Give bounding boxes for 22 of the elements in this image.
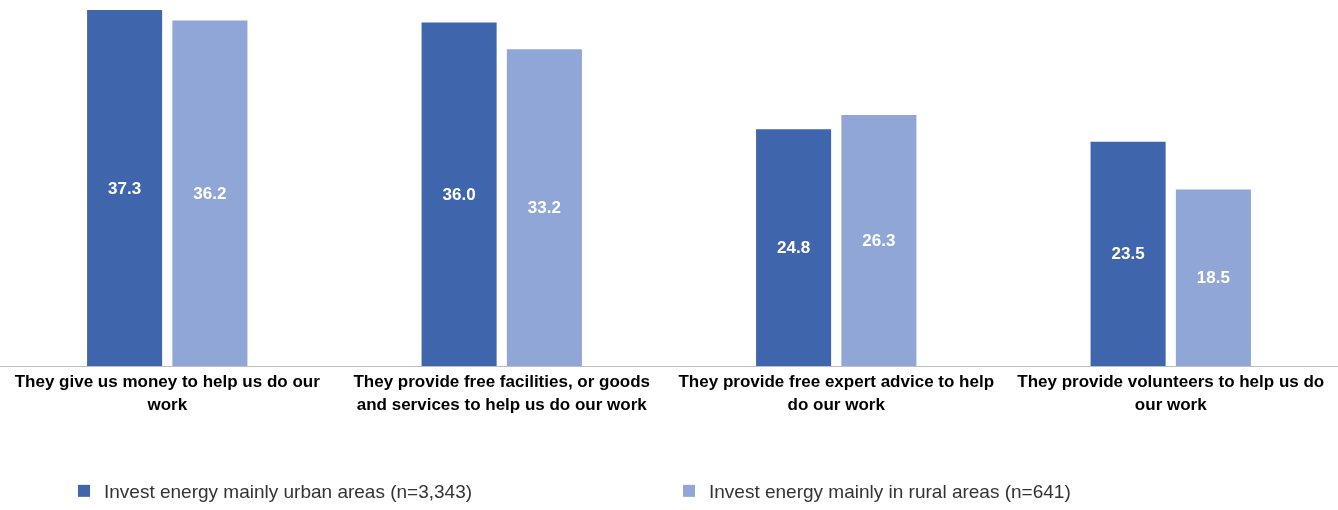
bar: [1175, 189, 1251, 366]
data-label: 18.5: [1196, 268, 1230, 288]
bar: [172, 20, 248, 366]
bar: [841, 114, 917, 366]
data-label: 37.3: [108, 178, 142, 198]
x-tick-label: They provide free expert advice to help do our work: [678, 372, 995, 414]
bar: [87, 10, 163, 366]
data-label: 36.0: [442, 184, 476, 204]
bar: [756, 129, 832, 366]
data-label: 24.8: [777, 238, 811, 258]
x-tick-label: They give us money to help us do our work: [14, 372, 321, 414]
legend-label: Invest energy mainly urban areas (n=3,343): [104, 481, 473, 503]
data-label: 23.5: [1111, 244, 1145, 264]
data-label: 33.2: [527, 198, 561, 218]
bar: [506, 49, 582, 366]
bar: [1090, 141, 1166, 366]
data-label: 26.3: [862, 230, 896, 250]
data-label: 36.2: [193, 183, 227, 203]
legend-label: Invest energy mainly in rural areas (n=641): [709, 481, 1071, 503]
bar: [421, 22, 497, 366]
x-tick-label: They provide free facilities, or goods and services to help us do our work: [353, 372, 651, 414]
x-tick-label: They provide volunteers to help us do our work: [1017, 372, 1325, 414]
